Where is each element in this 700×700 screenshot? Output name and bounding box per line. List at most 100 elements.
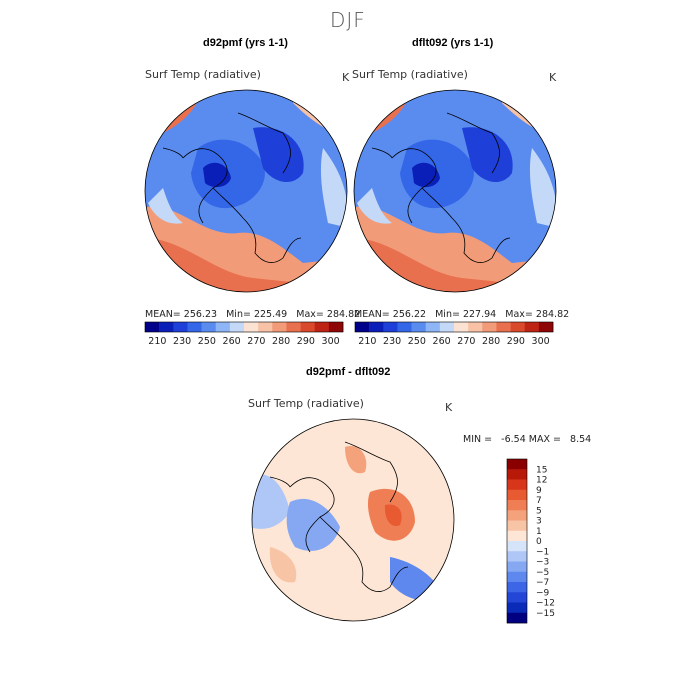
panel1-colorbar-swatch — [187, 322, 202, 332]
panel2-colorbar-swatch — [425, 322, 441, 332]
diff-colorbar-swatch — [507, 510, 527, 521]
panel2-min-label: Min= — [435, 309, 460, 320]
diff-positive-region-core — [384, 504, 402, 527]
panel1-colorbar-swatch — [229, 322, 245, 332]
diff-colorbar-tick-label: 5 — [536, 506, 542, 516]
panel1-polar-map — [144, 89, 348, 293]
panel2-stats: MEAN= 256.22 Min= 227.94 Max= 284.82 — [354, 309, 569, 320]
diff-colorbar-tick-label: 15 — [536, 465, 547, 475]
panel2-polar-map — [353, 89, 557, 293]
diff-colorbar-swatch — [507, 612, 527, 624]
diff-colorbar-swatch — [507, 571, 527, 583]
diff-colorbar-tick-label: 3 — [536, 517, 542, 527]
panel1-colorbar-tick-label: 290 — [297, 336, 315, 347]
panel1-title: d92pmf (yrs 1-1) — [203, 37, 288, 49]
panel1-colorbar-tick-label: 250 — [198, 336, 216, 347]
panel2-colorbar-tick-label: 300 — [532, 336, 550, 347]
panel2-colorbar-swatch — [439, 322, 455, 332]
diff-polar-map — [251, 418, 455, 622]
panel2-colorbar-swatch — [510, 322, 526, 332]
panel2-colorbar-frame — [354, 321, 554, 333]
diff-colorbar-tick-label: 0 — [536, 537, 542, 547]
panel2-colorbar-swatch — [383, 322, 398, 332]
panel2-colorbar-tick-label: 260 — [433, 336, 451, 347]
diff-stats: MIN = -6.54 MAX = 8.54 — [463, 434, 591, 445]
panel2-coastlines — [371, 112, 511, 263]
panel2-colorbar: 210 230 250 260 270 280 290 300 — [354, 321, 554, 347]
panel2-colorbar-swatch — [496, 322, 511, 332]
panel2-colorbar-swatch — [454, 322, 469, 332]
diff-colorbar-tick-label: 1 — [536, 527, 542, 537]
panel2-colorbar-swatch — [397, 322, 412, 332]
panel2-colorbar-swatch — [468, 322, 483, 332]
panel1-colorbar-swatch — [314, 322, 330, 332]
diff-max-label: MAX = — [528, 434, 561, 445]
panel1-stats: MEAN= 256.23 Min= 225.49 Max= 284.82 — [145, 309, 360, 320]
panel2-max-label: Max= — [505, 309, 533, 320]
diff-colorbar-swatch — [507, 541, 527, 552]
panel1-cold-region-siberia — [253, 127, 304, 183]
diff-colorbar-tick-label: −15 — [536, 609, 555, 619]
panel1-colorbar-swatch — [328, 322, 344, 332]
diff-colorbar-swatch — [507, 592, 527, 603]
panel1-colorbar-tick-label: 260 — [223, 336, 241, 347]
diff-colorbar-tick-label: −7 — [536, 578, 549, 588]
diff-max: 8.54 — [570, 434, 592, 445]
diff-colorbar-frame — [506, 458, 528, 624]
diff-colorbar-swatch — [507, 489, 527, 501]
diff-negative-region-arctic — [286, 498, 340, 551]
panel1-colorbar-swatch — [258, 322, 273, 332]
panel2-colorbar-swatch — [411, 322, 427, 332]
panel1-colorbar-swatch — [173, 322, 188, 332]
panel2-colorbar-swatch — [524, 322, 540, 332]
panel1-units: K — [342, 71, 350, 84]
panel1-cold-region-core — [203, 162, 231, 188]
diff-colorbar-tick-label: −5 — [536, 568, 549, 578]
panel1-colorbar: 210 230 250 260 270 280 290 300 — [144, 321, 344, 347]
diff-field-label: Surf Temp (radiative) — [248, 397, 364, 410]
panel2-mild-region-west — [357, 188, 392, 224]
panel2-colorbar-swatch — [355, 322, 370, 332]
panel2-colorbar-tick-label: 250 — [408, 336, 426, 347]
diff-units: K — [445, 401, 453, 414]
diff-colorbar-tick-label: −12 — [536, 599, 555, 609]
diff-colorbar-swatch — [507, 561, 527, 573]
panel1-field-label: Surf Temp (radiative) — [145, 68, 261, 81]
panel1-colorbar-swatch — [215, 322, 231, 332]
diff-colorbar-swatch — [507, 459, 527, 470]
diff-min-label: MIN = — [463, 434, 493, 445]
panel2-colorbar-tick-label: 210 — [358, 336, 376, 347]
panel1-colorbar-swatch — [244, 322, 259, 332]
diff-colorbar-swatch — [507, 520, 527, 532]
diff-negative-region-west — [252, 474, 290, 529]
panel2-field-label: Surf Temp (radiative) — [352, 68, 468, 81]
panel2-mean: 256.22 — [392, 309, 427, 320]
panel1-mild-region-west — [148, 188, 183, 224]
panel2-colorbar-tick-label: 230 — [383, 336, 401, 347]
panel1-mean: 256.23 — [183, 309, 218, 320]
diff-min: -6.54 — [501, 434, 526, 445]
panel1-colorbar-tick-label: 230 — [173, 336, 191, 347]
diff-colorbar-tick-label: −3 — [536, 558, 549, 568]
panel2-map-border — [353, 89, 557, 293]
diff-colorbar-swatch — [507, 479, 527, 491]
diff-colorbar-tick-label: 12 — [536, 476, 547, 486]
panel1-colorbar-tick-label: 270 — [247, 336, 265, 347]
panel2-colorbar-tick-label: 270 — [457, 336, 475, 347]
diff-map-border — [251, 418, 455, 622]
panel1-min-label: Min= — [226, 309, 251, 320]
panel2-cold-region-siberia — [462, 127, 513, 183]
panel1-mean-label: MEAN= — [145, 309, 181, 320]
panel1-colorbar-frame — [144, 321, 344, 333]
diff-colorbar-tick-label: −1 — [536, 547, 549, 557]
diff-colorbar-tick-label: 7 — [536, 496, 542, 506]
panel2-cold-region-core — [412, 162, 440, 188]
panel2-colorbar-tick-label: 290 — [507, 336, 525, 347]
diff-positive-region-southwest — [269, 547, 297, 583]
diff-title: d92pmf - dflt092 — [306, 366, 391, 378]
panel2-mild-region-east — [529, 148, 556, 228]
diff-colorbar-swatch — [507, 500, 527, 511]
panel1-coastlines — [162, 112, 302, 263]
panel1-colorbar-tick-label: 210 — [148, 336, 166, 347]
